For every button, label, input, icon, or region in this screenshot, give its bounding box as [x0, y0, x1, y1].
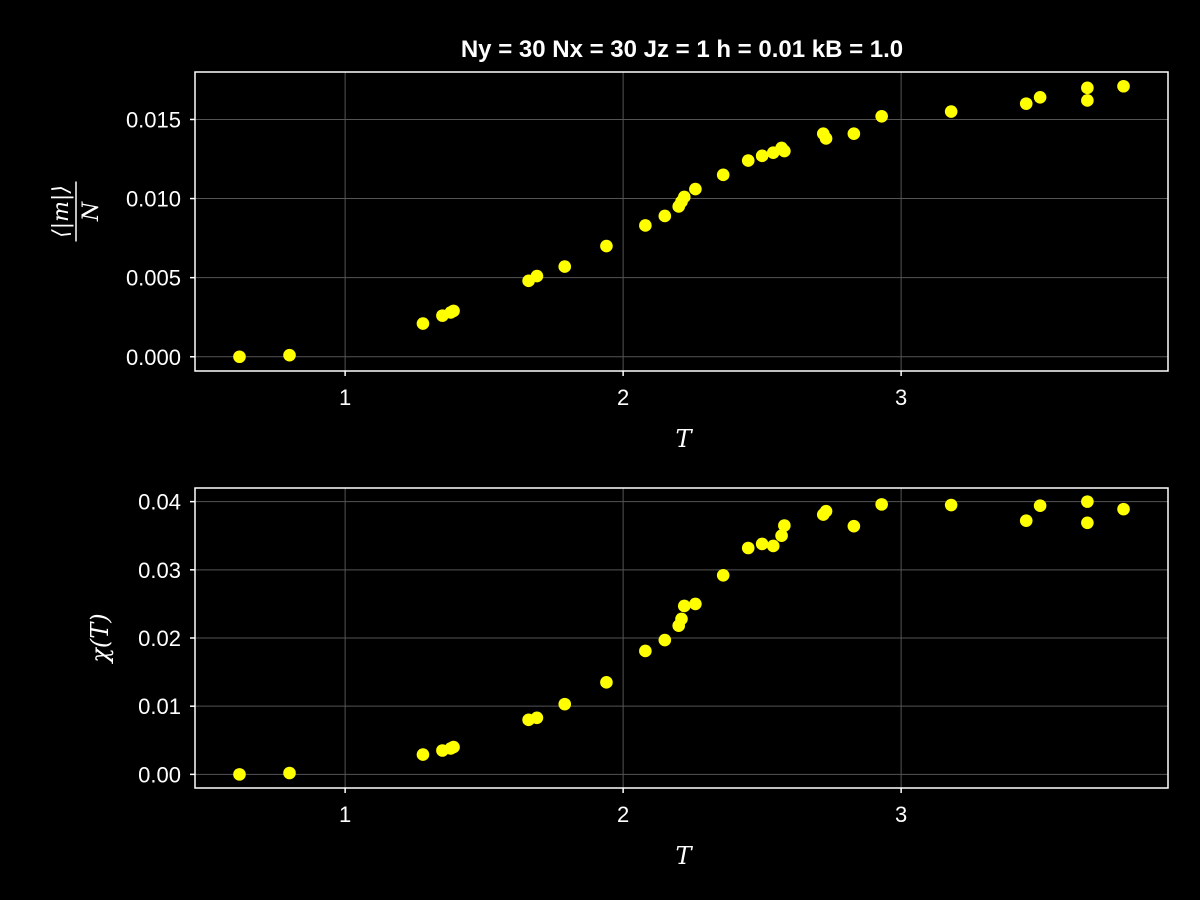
data-point	[755, 149, 769, 163]
data-point	[658, 209, 672, 223]
data-point	[944, 498, 958, 512]
data-point	[1019, 514, 1033, 528]
y-axis-label: χ(T)	[86, 613, 114, 664]
data-point	[775, 529, 788, 543]
y-tick-label: 0.01	[138, 694, 181, 719]
data-point	[530, 269, 544, 283]
data-point	[875, 109, 888, 123]
data-point	[875, 498, 888, 511]
data-point	[819, 504, 833, 518]
x-axis-label: T	[675, 425, 693, 453]
data-point	[558, 260, 572, 273]
y-tick-label: 0.010	[126, 187, 181, 212]
y-tick-label: 0.015	[126, 107, 181, 132]
data-point	[689, 597, 702, 611]
data-point	[1117, 79, 1130, 93]
data-point	[847, 519, 861, 533]
y-tick-label: 0.000	[126, 345, 181, 370]
data-point	[741, 154, 755, 167]
susceptibility-panel: 1 2 3 0.00 0.01 0.02 0.03 0.04 Tχ(T)	[86, 487, 1169, 870]
data-point	[778, 144, 791, 158]
y-axis-label: ⟨|m|⟩ N	[49, 181, 104, 242]
data-point	[416, 748, 430, 761]
data-point	[741, 541, 755, 555]
data-point	[1117, 502, 1130, 516]
data-point	[283, 766, 296, 780]
data-point	[416, 317, 430, 330]
y-tick-label: 0.005	[126, 266, 181, 291]
x-tick-label: 2	[617, 385, 629, 410]
data-point	[558, 697, 572, 711]
data-point	[716, 168, 730, 182]
y-tick-label: 0.03	[138, 558, 181, 583]
data-point	[716, 568, 730, 582]
data-point	[639, 644, 652, 658]
x-axis-label: T	[675, 842, 693, 870]
data-point	[819, 132, 833, 145]
y-axis-label-numerator: ⟨|m|⟩	[49, 185, 74, 238]
data-point	[1033, 499, 1047, 513]
data-point	[1081, 81, 1094, 95]
data-point	[778, 519, 791, 532]
data-point	[639, 219, 652, 232]
y-tick-label: 0.00	[138, 762, 181, 787]
data-point	[233, 768, 246, 781]
data-point	[1081, 94, 1094, 107]
plot-frame	[194, 71, 1169, 372]
data-point	[675, 612, 688, 626]
data-point	[1019, 97, 1033, 110]
data-point	[1081, 516, 1094, 530]
y-tick-label: 0.02	[138, 626, 181, 651]
x-tick-label: 1	[339, 385, 351, 410]
data-point	[233, 350, 246, 364]
y-axis-label-denominator: N	[79, 201, 104, 222]
data-point	[847, 127, 861, 140]
data-point	[755, 537, 769, 551]
data-point	[766, 539, 780, 553]
data-point	[944, 105, 958, 118]
data-point	[600, 239, 613, 253]
data-point	[283, 348, 296, 362]
x-tick-label: 2	[617, 802, 629, 827]
data-point	[600, 676, 613, 689]
data-point	[530, 711, 544, 725]
data-point	[447, 304, 460, 318]
magnetization-panel: 1 2 3 0.000 0.005 0.010 0.015 T ⟨|m|⟩ N	[49, 71, 1169, 453]
chart-title: Ny = 30 Nx = 30 Jz = 1 h = 0.01 kB = 1.0	[461, 36, 903, 63]
x-tick-label: 3	[895, 802, 907, 827]
x-tick-label: 3	[895, 385, 907, 410]
data-point	[658, 633, 672, 647]
data-point	[1033, 91, 1047, 104]
data-point	[447, 740, 460, 754]
data-point	[1081, 495, 1094, 508]
y-tick-label: 0.04	[138, 490, 181, 515]
x-tick-label: 1	[339, 802, 351, 827]
data-point	[689, 182, 702, 196]
data-point	[677, 599, 691, 613]
data-point	[677, 190, 691, 204]
